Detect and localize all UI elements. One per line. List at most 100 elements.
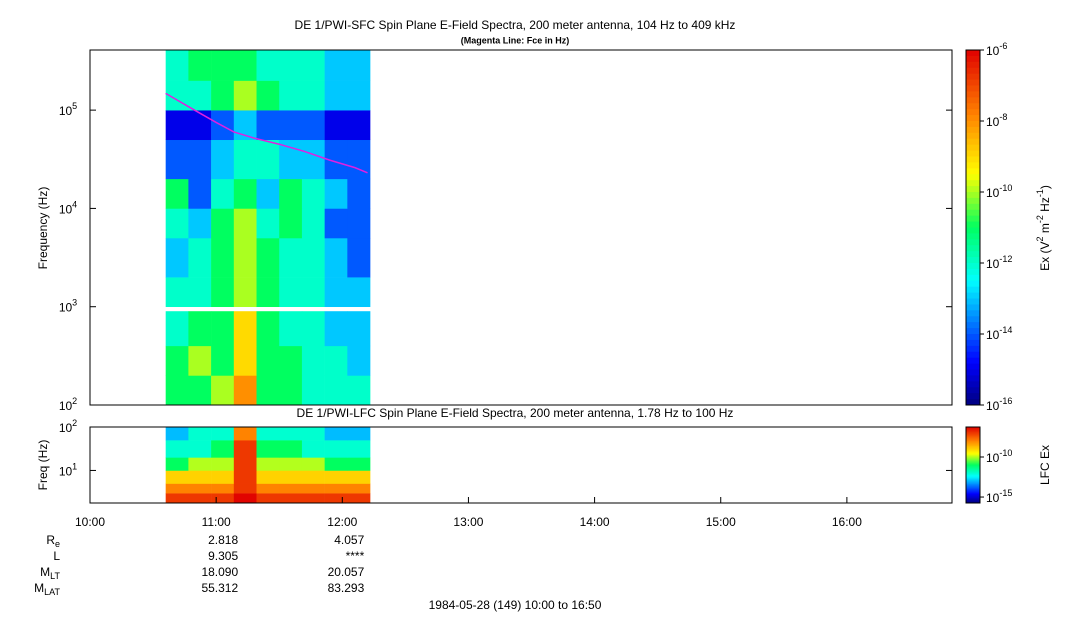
colorbar-tick-label: 10-12 — [986, 254, 1012, 271]
colorbar-segment — [966, 432, 980, 434]
y-tick-label: 101 — [59, 462, 77, 479]
colorbar-segment — [966, 484, 980, 486]
colorbar-segment — [966, 144, 980, 152]
chart-title: DE 1/PWI-LFC Spin Plane E-Field Spectra,… — [297, 406, 734, 420]
spectrogram-cell — [347, 345, 371, 376]
colorbar-segment — [966, 487, 980, 490]
spectrogram-cell — [233, 483, 257, 494]
spectrogram-cell — [256, 483, 280, 494]
colorbar-segment — [966, 298, 980, 305]
spectrogram-cell — [301, 139, 325, 180]
spectrogram-cell — [188, 277, 212, 308]
colorbar-segment — [966, 328, 980, 335]
colorbar-segment — [966, 310, 980, 317]
spectrogram-cell — [233, 208, 257, 239]
fce-line — [165, 92, 368, 174]
colorbar-segment — [966, 304, 980, 311]
spectrogram-cell — [188, 139, 212, 180]
spectrogram-cell — [301, 110, 325, 141]
ephemeris-value: **** — [346, 549, 365, 563]
y-axis-label: Frequency (Hz) — [36, 187, 50, 270]
colorbar-segment — [966, 470, 980, 472]
spectrogram-cell — [347, 457, 371, 471]
spectrogram-cell — [324, 483, 348, 494]
spectrogram-cell — [211, 440, 235, 458]
spectrogram-cell — [347, 238, 371, 278]
colorbar-segment — [966, 197, 980, 205]
spectrogram-cell — [256, 50, 280, 81]
spectrogram-cell — [256, 311, 280, 347]
y-tick-label: 102 — [59, 418, 77, 435]
spectrogram-cell — [256, 493, 280, 504]
colorbar-segment — [966, 126, 980, 134]
y-axis-label: Freq (Hz) — [36, 440, 50, 491]
spectrogram-cell — [233, 457, 257, 471]
spectrogram-cell — [301, 440, 325, 458]
spectrogram-cell — [165, 470, 189, 484]
spectrogram-cell — [188, 311, 212, 347]
colorbar-segment — [966, 363, 980, 370]
spectrogram-cell — [256, 345, 280, 376]
colorbar-segment — [966, 435, 980, 438]
colorbar-segment — [966, 496, 980, 499]
colorbar-segment — [966, 150, 980, 157]
spectrogram-cell — [279, 208, 303, 239]
spectrogram-cell — [211, 208, 235, 239]
spectrogram-cell — [324, 427, 348, 441]
colorbar-segment — [966, 55, 980, 63]
spectrogram-cell — [301, 470, 325, 484]
colorbar-frame — [965, 426, 981, 504]
spectrogram-cell — [279, 427, 303, 441]
spectrogram-cell — [347, 483, 371, 494]
colorbar-segment — [966, 491, 980, 494]
colorbar-segment — [966, 438, 980, 441]
spectrogram-cell — [279, 50, 303, 81]
colorbar-label: LFC Ex — [1038, 445, 1052, 485]
spectrogram-cell — [256, 470, 280, 484]
spectrogram-cell — [256, 277, 280, 308]
spectrogram-cell — [211, 238, 235, 278]
spectrogram-cell — [279, 80, 303, 111]
ephemeris-label: MLAT — [34, 581, 60, 597]
colorbar-segment — [966, 186, 980, 193]
colorbar-segment — [966, 387, 980, 394]
colorbar-segment — [966, 50, 980, 57]
y-tick-label: 105 — [59, 102, 77, 119]
ephemeris-value: 55.312 — [201, 581, 238, 595]
spectrogram-cell — [165, 139, 189, 180]
spectrogram-cell — [279, 178, 303, 209]
colorbar-segment — [966, 466, 980, 469]
spectrogram-cell — [233, 375, 257, 406]
y-tick-label: 104 — [59, 200, 77, 217]
spectrogram-cell — [279, 345, 303, 376]
spectrogram-cell — [233, 178, 257, 209]
spectrogram-cell — [324, 277, 348, 308]
colorbar-tick-label: 10-8 — [986, 112, 1007, 129]
spectrogram-cell — [347, 277, 371, 308]
plot-frame — [89, 49, 953, 406]
colorbar-segment — [966, 138, 980, 146]
ephemeris-label: L — [53, 549, 60, 563]
colorbar-segment — [966, 480, 980, 482]
colorbar-segment — [966, 427, 980, 429]
colorbar-segment — [966, 467, 980, 470]
colorbar-tick-label: 10-14 — [986, 325, 1012, 342]
spectrogram-cell — [188, 80, 212, 111]
spectrogram-cell — [256, 80, 280, 111]
spectrogram-cell — [324, 375, 348, 406]
spectrogram-cell — [188, 493, 212, 504]
colorbar-segment — [966, 268, 980, 276]
spectrogram-cell — [233, 110, 257, 141]
spectrogram-cell — [301, 375, 325, 406]
spectrogram-cell — [165, 457, 189, 471]
spectrogram-cell — [324, 457, 348, 471]
colorbar-segment — [966, 121, 980, 128]
colorbar-frame — [965, 49, 981, 406]
spectrogram-cell — [211, 178, 235, 209]
spectrogram-cell — [279, 311, 303, 347]
spectrogram-cell — [301, 457, 325, 471]
spectrogram-cell — [188, 178, 212, 209]
spectrogram-cell — [188, 375, 212, 406]
colorbar-segment — [966, 251, 980, 258]
colorbar-segment — [966, 103, 980, 110]
